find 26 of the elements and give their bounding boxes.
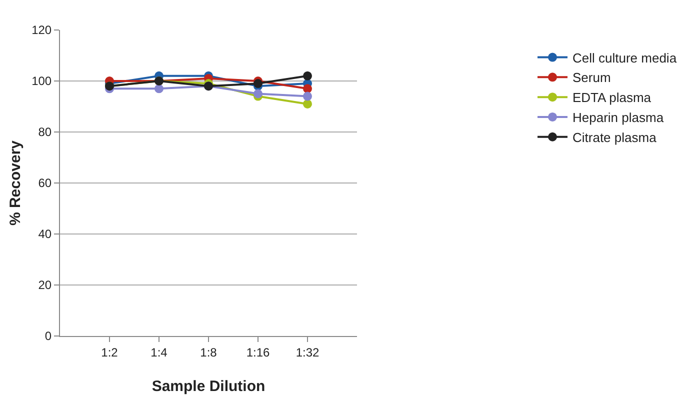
- y-tick-label: 120: [32, 23, 52, 38]
- legend-label: Heparin plasma: [572, 110, 664, 126]
- x-axis-title: Sample Dilution: [152, 378, 266, 395]
- x-tick-label: 1:4: [150, 345, 168, 360]
- point: [303, 84, 312, 94]
- y-tick-label: 80: [38, 125, 52, 140]
- x-tick-label: 1:8: [200, 345, 218, 360]
- point: [154, 84, 164, 94]
- point: [303, 92, 312, 101]
- x-tick-label: 1:16: [246, 345, 270, 360]
- point: [254, 79, 262, 88]
- y-tick-label: 60: [38, 176, 52, 190]
- point: [254, 89, 262, 98]
- legend-label: Cell culture media: [572, 50, 678, 66]
- y-axis-title: % Recovery: [7, 140, 24, 226]
- point: [303, 99, 312, 108]
- point: [303, 71, 312, 80]
- y-tick-label: 40: [38, 227, 52, 242]
- y-tick-label: 100: [32, 74, 52, 88]
- legend-label: Citrate plasma: [572, 130, 658, 145]
- legend-label: Serum: [572, 70, 611, 86]
- legend-label: EDTA plasma: [572, 90, 652, 106]
- x-tick-label: 1:2: [101, 345, 118, 360]
- y-tick-label: 20: [38, 278, 52, 292]
- x-tick-label: 1:32: [296, 345, 320, 360]
- y-tick-label: 0: [44, 329, 52, 344]
